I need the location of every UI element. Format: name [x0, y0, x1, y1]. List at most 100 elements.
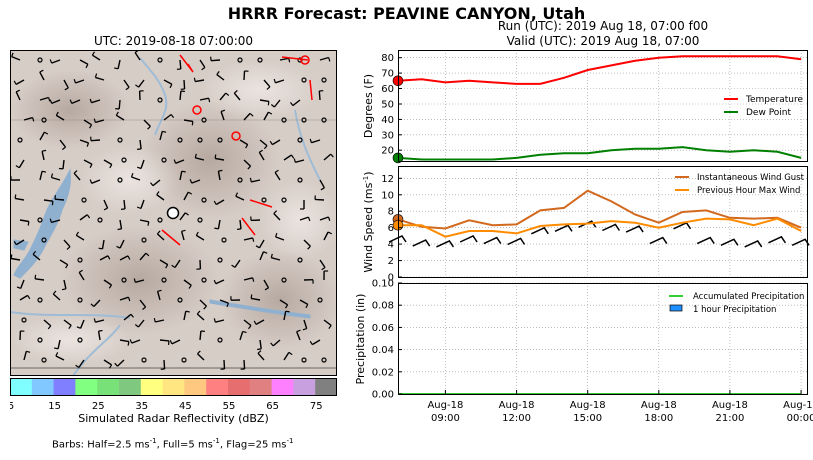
legend-temperature: Temperature — [745, 95, 803, 105]
wind-barb — [283, 310, 290, 321]
wind-barb — [61, 279, 67, 291]
wind-barb — [10, 254, 21, 261]
wind-barb — [269, 139, 281, 146]
calm-wind-marker — [77, 257, 83, 263]
wind-barb — [135, 79, 145, 88]
wind-barb — [75, 231, 85, 241]
gust-barb — [241, 217, 256, 236]
calm-wind-marker — [37, 217, 43, 223]
wind-barb — [279, 299, 289, 309]
wind-barb — [270, 99, 281, 108]
precip-ylabel: Precipitation (in) — [354, 294, 367, 385]
wind-barb — [15, 89, 21, 101]
wind-barb — [79, 214, 91, 221]
series-line — [398, 217, 802, 238]
colorbar-segment — [10, 379, 33, 395]
wind-barb — [214, 219, 221, 230]
calm-wind-marker — [37, 57, 43, 63]
wind-barb — [270, 253, 281, 261]
calm-wind-marker — [237, 57, 243, 63]
colorbar-tick-label: 45 — [179, 401, 192, 412]
wind-barb — [73, 170, 81, 181]
wind-barb — [90, 136, 101, 142]
wind-barb — [196, 310, 205, 321]
wind-ylabel: Wind Speed (ms-1) — [362, 171, 375, 272]
colorbar-segment — [315, 379, 337, 395]
x-tick-date: Aug-19 — [783, 400, 813, 411]
wind-barb — [259, 99, 270, 106]
y-tick-label: 0 — [388, 273, 394, 284]
x-tick-time: 12:00 — [502, 413, 531, 424]
wind-barb — [179, 170, 186, 181]
wind-barb — [139, 219, 150, 226]
wind-barb — [55, 111, 65, 121]
calm-wind-marker — [281, 277, 287, 283]
colorbar-label: Simulated Radar Reflectivity (dBZ) — [78, 412, 269, 425]
wind-barb — [303, 279, 314, 284]
map-frame — [10, 50, 337, 376]
wind-barb — [133, 278, 145, 283]
calm-wind-marker — [81, 197, 87, 203]
wind-barb — [199, 59, 206, 71]
wind-barb-glyph — [436, 239, 455, 248]
calm-wind-marker — [37, 297, 43, 303]
reflectivity-colorbar: 5 15 25 35 45 55 65 75 — [10, 378, 337, 412]
map-title: UTC: 2019-08-18 07:00:00 — [93, 34, 254, 48]
calm-wind-marker — [321, 117, 327, 123]
x-tick-time: 18:00 — [644, 413, 673, 424]
colorbar-tick-label: 5 — [10, 401, 14, 412]
calm-wind-marker — [301, 77, 307, 83]
wind-barb — [19, 219, 30, 226]
wind-barb — [63, 319, 72, 329]
wind-barb — [318, 90, 324, 101]
river-lines — [10, 57, 321, 376]
station-marker — [166, 206, 180, 220]
wind-barb — [129, 339, 141, 344]
wind-barb — [115, 99, 121, 110]
wind-barb — [58, 159, 65, 170]
colorbar-segment — [97, 379, 120, 395]
wind-barb — [54, 339, 61, 350]
y-tick-label: 50 — [381, 100, 394, 111]
wind-barb — [323, 270, 329, 281]
wind-barb — [43, 199, 54, 206]
wind-barb — [34, 274, 45, 281]
calm-wind-marker — [237, 177, 243, 183]
wind-barb — [263, 79, 271, 90]
wind-barb — [323, 231, 332, 241]
colorbar-tick-label: 75 — [310, 401, 323, 412]
wind-barb-glyph — [507, 237, 526, 246]
wind-barb — [116, 239, 125, 249]
valid-label: Valid (UTC): 2019 Aug 18, 07:00 — [506, 34, 700, 48]
wind-barb — [210, 56, 221, 62]
wind-barb — [302, 319, 308, 331]
calm-wind-marker — [217, 257, 223, 263]
calm-wind-marker — [317, 297, 323, 303]
wind-barb — [16, 279, 25, 289]
legend-max-wind: Previous Hour Max Wind — [697, 186, 800, 196]
wind-barb-glyph — [388, 235, 407, 243]
gust-barb — [249, 199, 273, 208]
wind-barb — [49, 99, 61, 105]
calm-wind-marker — [181, 357, 187, 363]
wind-barb — [119, 339, 130, 346]
wind-barbs — [10, 50, 334, 370]
calm-wind-marker — [321, 77, 327, 83]
gust-barb — [281, 56, 309, 61]
wind-barb — [309, 339, 321, 346]
calm-wind-marker — [121, 157, 127, 163]
calm-wind-marker — [21, 317, 27, 323]
calm-wind-marker — [121, 277, 127, 283]
wind-barb — [217, 169, 223, 181]
wind-barb — [230, 296, 241, 301]
wind-barb — [214, 154, 225, 161]
wind-barb — [194, 153, 205, 161]
y-tick-label: 4 — [388, 240, 394, 251]
wind-barb — [263, 279, 270, 291]
red-gust-markers — [161, 54, 313, 246]
wind-barb — [196, 259, 202, 270]
wind-barb — [270, 339, 281, 347]
wind-barb — [259, 251, 268, 261]
wind-barb — [290, 99, 301, 107]
